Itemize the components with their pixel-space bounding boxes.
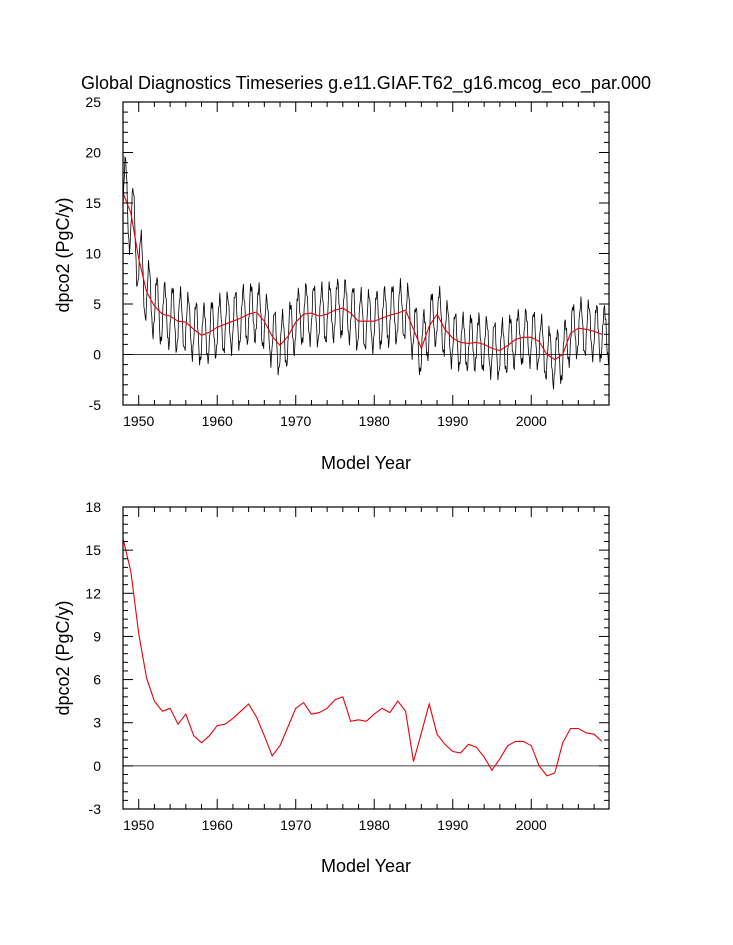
- bottom-x-tick-label: 1970: [280, 817, 311, 833]
- bottom-y-tick-label: 12: [85, 585, 101, 601]
- top-x-tick-label: 2000: [516, 413, 547, 429]
- bottom-y-tick-label: 15: [85, 542, 101, 558]
- top-y-axis-label: dpco2 (PgC/y): [53, 197, 73, 312]
- bottom-y-tick-label: -3: [89, 801, 102, 817]
- top-y-tick-label: 20: [85, 145, 101, 161]
- top-plot-area: 1950 1960 1970 1980 1990 2000 -5 0 5 10 15 20 25: [85, 94, 610, 429]
- chart-title: Global Diagnostics Timeseries g.e11.GIAF…: [81, 73, 651, 94]
- bottom-x-tick-label: 1960: [202, 817, 233, 833]
- top-x-tick-label: 1960: [202, 413, 233, 429]
- top-x-tick-label: 1990: [437, 413, 468, 429]
- top-y-tick-label: -5: [89, 397, 102, 413]
- bottom-y-tick-label: 6: [93, 672, 101, 688]
- top-x-tick-label: 1950: [123, 413, 154, 429]
- bottom-x-tick-label: 1990: [437, 817, 468, 833]
- bottom-x-axis-label: Model Year: [321, 856, 411, 876]
- bottom-y-axis-label: dpco2 (PgC/y): [53, 600, 73, 715]
- top-x-tick-label: 1980: [359, 413, 390, 429]
- top-x-tick-label: 1970: [280, 413, 311, 429]
- bottom-x-tick-label: 1950: [123, 817, 154, 833]
- bottom-x-tick-label: 2000: [516, 817, 547, 833]
- bottom-series-annual-mean: [122, 538, 603, 777]
- bottom-plot-area: 1950 1960 1970 1980 1990 2000 -3 0 3 6 9 12 15 18: [85, 499, 610, 833]
- bottom-y-tick-label: 0: [93, 758, 101, 774]
- top-y-tick-label: 10: [85, 246, 101, 262]
- top-y-tick-label: 25: [85, 94, 101, 110]
- top-x-axis-label: Model Year: [321, 453, 411, 473]
- bottom-y-tick-label: 3: [93, 715, 101, 731]
- top-panel: 1950 1960 1970 1980 1990 2000 -5 0 5 10 15 20 25 Mod…: [53, 94, 610, 473]
- top-plot-frame: [122, 101, 610, 406]
- bottom-panel: 1950 1960 1970 1980 1990 2000 -3 0 3 6 9 12 15 18 Mod…: [53, 499, 610, 876]
- top-y-tick-label: 5: [93, 296, 101, 312]
- top-y-tick-label: 0: [93, 347, 101, 363]
- top-series-smoothed: [122, 192, 603, 361]
- bottom-x-tick-label: 1980: [359, 817, 390, 833]
- bottom-y-tick-label: 18: [85, 499, 101, 515]
- top-y-tick-label: 15: [85, 195, 101, 211]
- top-series-monthly: [122, 155, 610, 390]
- bottom-y-tick-label: 9: [93, 628, 101, 644]
- bottom-plot-frame: [122, 506, 610, 810]
